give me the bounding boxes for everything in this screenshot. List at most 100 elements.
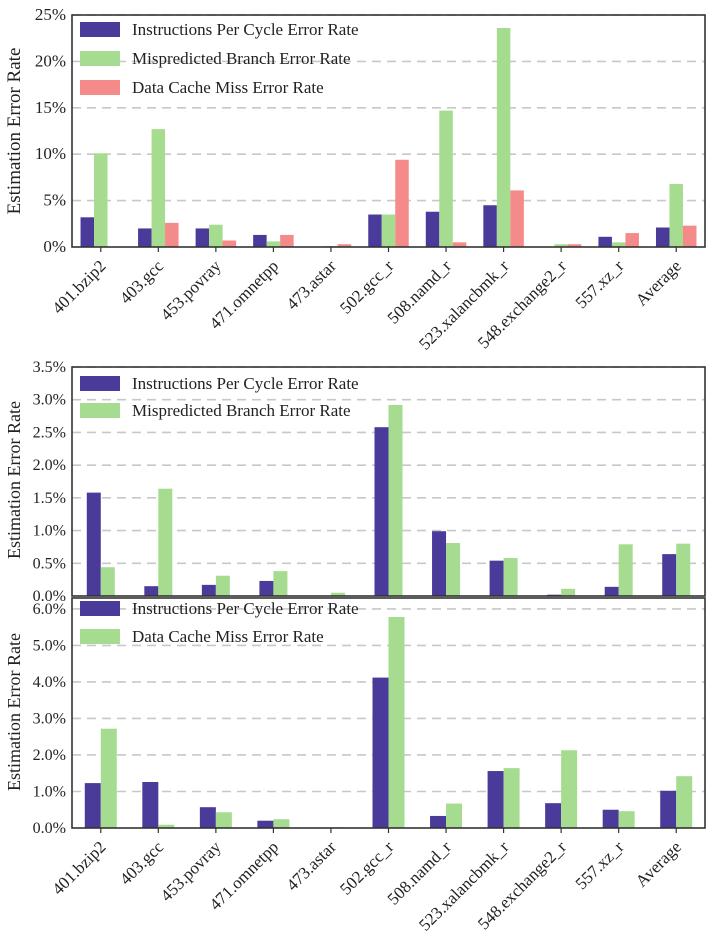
y-tick-label: 2.0% bbox=[33, 457, 66, 474]
legend-swatch bbox=[80, 376, 120, 391]
y-tick-label: 0% bbox=[43, 237, 66, 256]
bar bbox=[655, 227, 670, 247]
bar bbox=[439, 110, 453, 247]
x-tick-label: 557.xz_r bbox=[572, 256, 628, 312]
chart-panel-1: 0%5%10%15%20%25%401.bzip2 403.gcc453.povr… bbox=[4, 5, 706, 354]
bar bbox=[215, 812, 232, 828]
legend-label: Instructions Per Cycle Error Rate bbox=[132, 20, 359, 39]
bar bbox=[676, 543, 691, 596]
y-tick-label: 0.0% bbox=[33, 820, 66, 837]
bar bbox=[388, 616, 405, 828]
y-axis-label: Estimation Error Rate bbox=[4, 633, 24, 791]
y-tick-label: 2.0% bbox=[33, 747, 66, 764]
bar bbox=[100, 728, 117, 828]
bar bbox=[199, 807, 216, 828]
bar bbox=[446, 803, 463, 828]
bar bbox=[676, 776, 693, 828]
y-tick-label: 1.0% bbox=[33, 523, 66, 540]
bar bbox=[374, 427, 389, 596]
bar bbox=[618, 811, 635, 828]
y-tick-label: 5% bbox=[43, 191, 66, 210]
y-tick-label: 0.5% bbox=[33, 555, 66, 572]
x-tick-label: 557.xz_r bbox=[572, 837, 628, 893]
bar bbox=[273, 571, 288, 596]
y-tick-label: 15% bbox=[35, 98, 66, 117]
bar bbox=[372, 677, 389, 828]
bar bbox=[662, 554, 677, 596]
y-tick-label: 0.0% bbox=[33, 588, 66, 605]
y-tick-label: 25% bbox=[35, 5, 66, 24]
x-tick-label: 473.astar bbox=[283, 256, 340, 313]
bar bbox=[503, 558, 518, 596]
bar bbox=[425, 211, 440, 247]
bar bbox=[94, 153, 108, 247]
x-tick-label: 403.gcc bbox=[116, 837, 167, 888]
bar bbox=[86, 492, 101, 596]
bar bbox=[395, 159, 409, 247]
bar bbox=[446, 543, 461, 596]
chart-panel-2: 0.0% 0.5% 1.0% 1.5% 2.0% 2.5% 3.0% 3.5% Estimati… bbox=[4, 359, 706, 605]
bar bbox=[273, 819, 290, 828]
bar bbox=[388, 404, 403, 596]
y-tick-label: 5.0% bbox=[33, 637, 66, 654]
bar bbox=[158, 824, 175, 828]
legend-swatch bbox=[80, 51, 120, 66]
bar bbox=[100, 567, 115, 596]
bar bbox=[545, 803, 562, 828]
chart-panel-3: 0.0% 1.0% 2.0% 3.0% 4.0% 5.0% 6.0% 401.bzip2 403… bbox=[4, 597, 706, 935]
legend-swatch bbox=[80, 629, 120, 644]
bar bbox=[209, 224, 223, 247]
bar bbox=[337, 244, 352, 247]
bar bbox=[503, 768, 520, 828]
bar bbox=[496, 27, 511, 247]
bar bbox=[602, 809, 619, 828]
y-tick-label: 2.5% bbox=[33, 424, 66, 441]
legend-label: Mispredicted Branch Error Rate bbox=[132, 401, 351, 420]
y-axis-label: Estimation Error Rate bbox=[4, 401, 24, 559]
x-tick-label: 403.gcc bbox=[116, 256, 167, 307]
bar bbox=[222, 240, 237, 247]
legend-swatch bbox=[80, 601, 120, 616]
bar bbox=[381, 214, 396, 247]
x-tick-label: Average bbox=[632, 837, 685, 890]
bar bbox=[158, 488, 173, 596]
bar bbox=[330, 592, 345, 596]
bar bbox=[195, 228, 210, 247]
bar bbox=[138, 228, 152, 247]
legend-swatch bbox=[80, 403, 120, 418]
bar bbox=[604, 586, 619, 596]
y-tick-label: 3.0% bbox=[33, 392, 66, 409]
bar bbox=[253, 234, 267, 247]
y-tick-label: 3.0% bbox=[33, 710, 66, 727]
bar bbox=[554, 244, 568, 247]
bar bbox=[144, 586, 159, 596]
x-tick-label: 401.bzip2 bbox=[48, 256, 109, 317]
y-tick-label: 6.0% bbox=[33, 601, 66, 618]
bar bbox=[611, 242, 626, 247]
bar bbox=[618, 544, 633, 596]
legend-label: Data Cache Miss Error Rate bbox=[132, 627, 324, 646]
bar bbox=[452, 242, 467, 247]
legend-label: Mispredicted Branch Error Rate bbox=[132, 49, 351, 68]
legend-label: Instructions Per Cycle Error Rate bbox=[132, 599, 359, 618]
bar bbox=[660, 790, 677, 828]
y-tick-label: 20% bbox=[35, 51, 66, 70]
bar bbox=[487, 771, 504, 828]
x-tick-label: 401.bzip2 bbox=[48, 837, 109, 898]
bar bbox=[430, 815, 447, 828]
bar bbox=[682, 225, 697, 247]
bar bbox=[80, 217, 95, 247]
bar bbox=[598, 236, 612, 247]
bar bbox=[368, 214, 382, 247]
y-tick-label: 1.5% bbox=[33, 490, 66, 507]
bar bbox=[215, 575, 230, 596]
bar bbox=[142, 782, 159, 828]
bar bbox=[432, 531, 447, 596]
bar bbox=[567, 244, 582, 247]
legend-swatch bbox=[80, 80, 120, 95]
bar bbox=[257, 820, 274, 828]
y-tick-label: 1.0% bbox=[33, 783, 66, 800]
bar bbox=[510, 190, 524, 247]
bar bbox=[151, 129, 166, 247]
legend-swatch bbox=[80, 22, 120, 37]
